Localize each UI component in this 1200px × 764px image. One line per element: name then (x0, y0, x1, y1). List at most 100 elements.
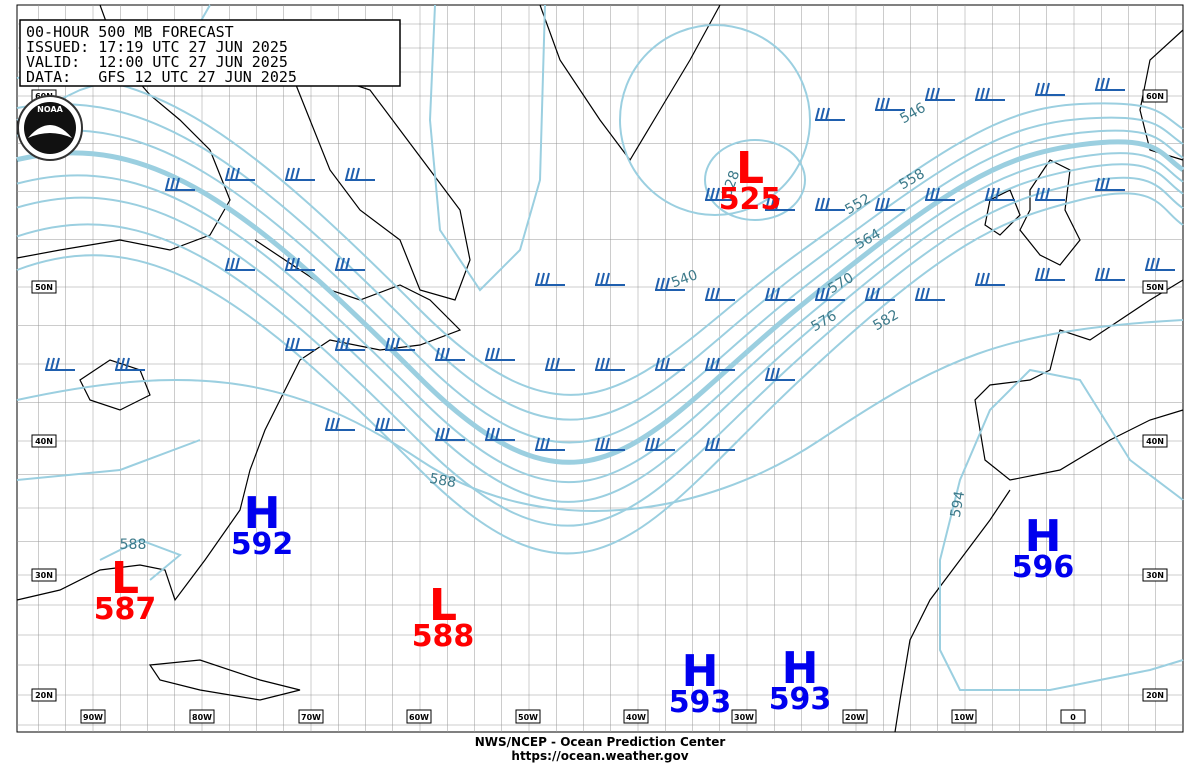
wind-barb (540, 437, 545, 451)
wind-barb (595, 272, 600, 286)
coastline (148, 659, 301, 701)
label-box (623, 709, 649, 724)
wind-barb (295, 167, 300, 181)
label-box (189, 709, 215, 724)
wind-barb (925, 287, 930, 301)
wind-barb (535, 437, 540, 451)
wind-barb (1045, 267, 1050, 281)
wind-barb (600, 272, 605, 286)
wind-barb (1105, 77, 1110, 91)
header-line: VALID: 12:00 UTC 27 JUN 2025 (26, 53, 288, 71)
wind-barb (825, 197, 830, 211)
wind-barb (1100, 177, 1105, 191)
wind-barb (385, 337, 390, 351)
wind-barb (45, 357, 50, 371)
wind-barb (920, 287, 925, 301)
lat-label: 60N (1146, 92, 1164, 101)
center-value: 593 (769, 682, 832, 717)
wind-barb (170, 177, 175, 191)
wind-barb (1150, 257, 1155, 271)
wind-barb (645, 437, 650, 451)
wind-barb (1095, 267, 1100, 281)
wind-barb (875, 287, 880, 301)
wind-barb (880, 97, 885, 111)
wind-barb (285, 337, 290, 351)
lat-label: 20N (35, 691, 53, 700)
wind-barb (490, 347, 495, 361)
wind-barb (1035, 267, 1040, 281)
wind-barb (985, 187, 990, 201)
wind-barb (875, 97, 880, 111)
contour-label: 594 (948, 490, 968, 519)
wind-barb (545, 272, 550, 286)
wind-barb (1145, 257, 1150, 271)
wind-barb (1100, 267, 1105, 281)
label-box (31, 568, 57, 582)
wind-barb (1105, 267, 1110, 281)
wind-barb (595, 437, 600, 451)
wind-barb (935, 87, 940, 101)
wind-barb (345, 257, 350, 271)
label-box (31, 434, 57, 448)
wind-barb (380, 417, 385, 431)
wind-barb (235, 167, 240, 181)
wind-barb (930, 87, 935, 101)
wind-barb (600, 357, 605, 371)
wind-barb (815, 107, 820, 121)
wind-barb (1045, 82, 1050, 96)
lon-label: 90W (83, 713, 103, 722)
wind-barb (390, 337, 395, 351)
contour (16, 103, 1184, 421)
lat-label: 40N (1146, 437, 1164, 446)
coastline (289, 28, 471, 301)
wind-barb (710, 357, 715, 371)
wind-barb (815, 287, 820, 301)
wind-barb (595, 357, 600, 371)
wind-barb (655, 437, 660, 451)
wind-barb (490, 427, 495, 441)
wind-barb (765, 197, 770, 211)
wind-barb (820, 287, 825, 301)
wind-barb (435, 347, 440, 361)
wind-barb (230, 167, 235, 181)
contour (939, 368, 1184, 691)
contour (16, 129, 1184, 444)
wind-barb (440, 427, 445, 441)
wind-barb (235, 257, 240, 271)
wind-barb (1035, 187, 1040, 201)
label-box (731, 709, 757, 724)
wind-barb (875, 197, 880, 211)
wind-barb (660, 277, 665, 291)
wind-barb (545, 437, 550, 451)
wind-barb (375, 417, 380, 431)
label-box (31, 688, 57, 702)
label-box (80, 709, 106, 724)
wind-barb (915, 287, 920, 301)
center-value: 593 (669, 685, 732, 720)
coastline (984, 189, 1021, 236)
logo-text: NOAA (37, 105, 63, 114)
wind-barb (980, 87, 985, 101)
wind-barb (765, 287, 770, 301)
wind-barb (710, 287, 715, 301)
wind-barb (295, 257, 300, 271)
wind-barb (715, 287, 720, 301)
lon-label: 10W (954, 713, 974, 722)
label-box (1060, 709, 1086, 724)
wind-barb (925, 187, 930, 201)
wind-barb (285, 257, 290, 271)
center-symbol: L (736, 143, 764, 194)
wind-barb (50, 357, 55, 371)
wind-barb (325, 417, 330, 431)
wind-barb (355, 167, 360, 181)
wind-barb (435, 427, 440, 441)
wind-barb (540, 272, 545, 286)
wind-barb (705, 357, 710, 371)
wind-barb (225, 167, 230, 181)
wind-barb (330, 417, 335, 431)
wind-barb (715, 187, 720, 201)
lat-label: 50N (1146, 283, 1164, 292)
wind-barb (925, 87, 930, 101)
wind-barb (975, 87, 980, 101)
contour (428, 4, 546, 292)
